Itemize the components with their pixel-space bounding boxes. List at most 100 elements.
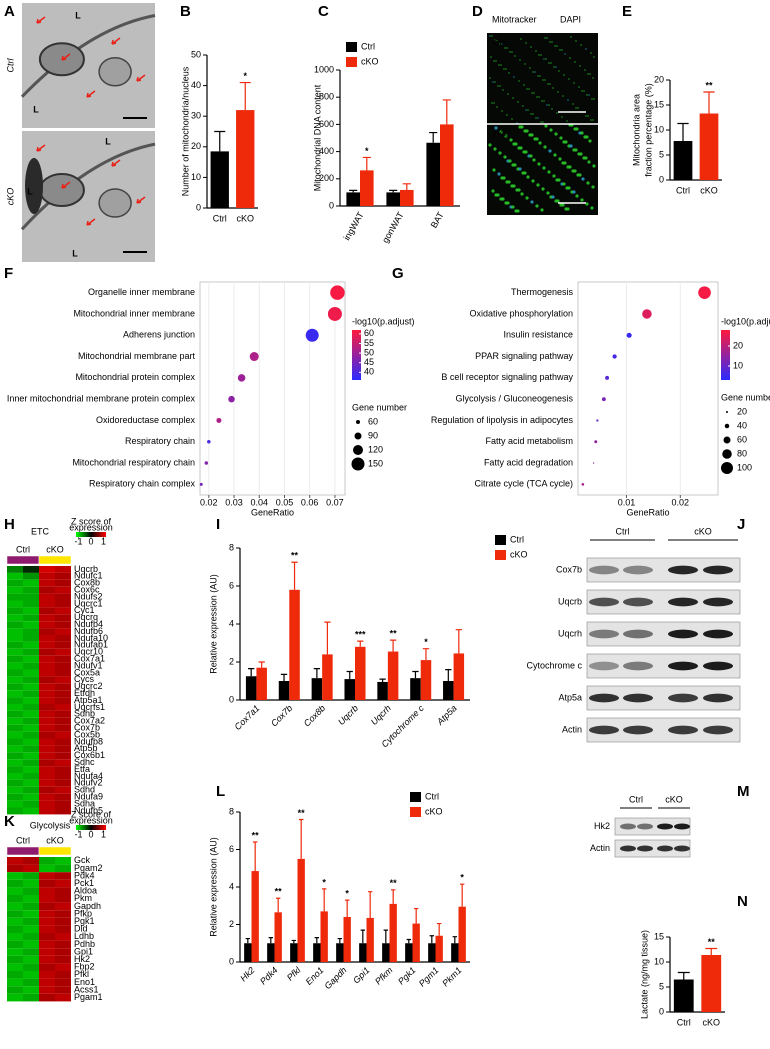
stain-speck [549,83,551,85]
x-tick-label: Ctrl [677,1017,691,1027]
dot [216,417,222,423]
error-bar [313,668,321,679]
blot-group: Ctrl [616,526,630,536]
stain-speck [580,44,582,46]
heat-cell [55,963,71,971]
row-label: Hk2 [74,954,90,964]
category-label: Organelle inner membrane [88,287,195,297]
heat-cell [23,971,39,979]
bar [701,955,722,1012]
blot-band [668,629,698,639]
heatmap-title: ETC [31,526,50,536]
stain-speck [506,114,508,116]
stain-speck [537,75,539,77]
significance: ** [390,878,398,888]
size-key [723,436,731,444]
heat-cell [39,662,55,670]
stain-speck [587,73,589,75]
blot-band [623,597,653,607]
heat-cell [7,738,23,746]
size-key-label: 60 [737,434,747,444]
stain-speck [501,110,503,112]
panel-label: E [622,3,632,20]
dot [642,309,652,319]
blot-row-label: Cytochrome c [526,660,582,670]
arrow [36,144,46,152]
stain-speck [583,90,585,92]
heat-cell [39,963,55,971]
stain-speck [542,121,544,123]
heat-cell [7,759,23,767]
color-bar [721,330,730,380]
error-bar [452,936,458,944]
heat-cell [7,917,23,926]
stain-speck [538,96,540,98]
heat-cell [7,786,23,794]
x-tick-label: 0.03 [225,497,243,507]
size-legend-title: Gene number [721,392,770,402]
blot-band [657,845,673,852]
row-label: Cox5b [74,729,100,739]
size-key-label: 100 [737,462,752,472]
heat-cell [39,766,55,773]
legend-label: Ctrl [361,41,375,51]
heat-cell [55,738,71,746]
blot-band [703,597,733,607]
y-axis-label: Mitochondrial DNA content [312,84,322,191]
stain-speck [552,174,556,178]
stain-speck [546,37,548,39]
stain-speck [526,175,530,179]
y-tick-label: 6 [229,580,234,590]
x-tick-label: cKO [700,185,718,195]
row-label: Pgam2 [74,863,103,873]
heat-cell [7,731,23,739]
heat-cell [55,872,71,880]
y-tick-label: 0 [659,1006,664,1016]
stain-speck [503,68,505,70]
heat-cell [7,879,23,888]
bar [344,679,355,700]
dot [581,483,585,486]
legend-label: cKO [510,549,528,559]
heat-cell [23,586,39,594]
row-label: Ndufb8 [74,736,103,746]
bar [426,142,440,206]
nucleus-2 [98,57,132,87]
blot-band [668,597,698,607]
y-tick-label: 5 [659,981,664,991]
blot-row-label: Actin [590,843,610,853]
color-tick-label: 40 [364,367,374,377]
bar [405,943,413,962]
heat-cell [39,579,55,587]
stain-speck [527,109,529,111]
stain-speck [592,119,594,121]
stain-speck [573,82,575,84]
stain-speck [529,67,531,69]
heat-cell [39,600,55,608]
row-label: Ndufv2 [74,778,103,788]
stain-speck [518,80,520,82]
x-tick-label: Ctrl [676,185,690,195]
heat-cell [7,793,23,801]
legend-swatch [495,550,506,560]
heat-cell [7,607,23,615]
heat-cell [23,955,39,964]
x-axis-label: GeneRatio [626,507,669,517]
x-tick-label: Atp5a [434,703,458,727]
stain-speck [585,115,587,117]
error-bar [291,939,297,944]
heat-cell [23,779,39,787]
y-tick-label: 30 [191,111,201,121]
stain-speck [575,40,577,42]
x-tick-label: ingWAT [342,210,366,242]
heat-cell [55,600,71,608]
category-label: Regulation of lipolysis in adipocytes [431,415,574,425]
heat-cell [55,683,71,691]
dot [249,352,259,362]
heat-cell [7,635,23,642]
stain-speck [489,35,491,37]
heat-cell [39,971,55,979]
heat-cell [39,807,55,815]
panel-label: K [4,813,15,830]
stain-speck [587,115,589,117]
